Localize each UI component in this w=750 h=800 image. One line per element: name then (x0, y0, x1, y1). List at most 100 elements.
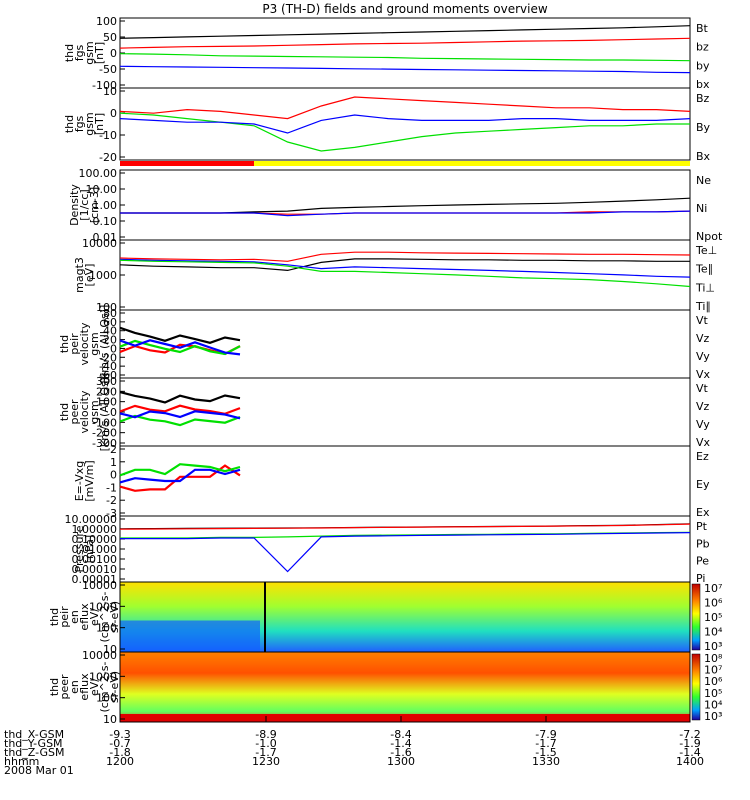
mode-bar-slow (120, 161, 254, 166)
legend-Te∥: Te∥ (695, 263, 713, 276)
y-axis-label: eV/ (88, 678, 101, 696)
y-tick-label: 100 (96, 396, 117, 409)
chart-title: P3 (TH-D) fields and ground moments over… (262, 2, 547, 16)
y-tick-label: -300 (92, 437, 117, 450)
legend-Vt: Vt (696, 382, 709, 395)
time-axis-label: hhmm (4, 755, 39, 768)
colorbar-tick-label: 10⁸ (704, 652, 723, 665)
y-axis-label: (cm^2-s- (98, 592, 111, 643)
legend-Ez: Ez (696, 450, 709, 463)
orbit-value: -7.9 (535, 728, 556, 741)
panel-frame (119, 169, 691, 241)
y-tick-label: -60 (99, 369, 117, 382)
y-tick-label: 100 (96, 15, 117, 28)
y-axis-label: [cm-3] (88, 187, 101, 223)
y-tick-label: -1 (106, 481, 117, 494)
spectrogram-low-energy (120, 714, 690, 722)
legend-bz: bz (696, 41, 709, 54)
legend-Pe: Pe (696, 555, 709, 568)
y-axis-label: thd (63, 115, 76, 133)
spectrogram-low-flux (120, 620, 260, 652)
mode-bar-fast (254, 161, 690, 166)
y-axis-label: sr-eV) (108, 601, 121, 633)
panel-frame (119, 87, 691, 161)
series-bx-line (119, 65, 691, 74)
orbit-value: -0.7 (109, 737, 130, 750)
orbit-value: -1.5 (535, 746, 556, 759)
legend-Ey: Ey (696, 478, 710, 491)
legend-Vy: Vy (696, 418, 710, 431)
panel-10: 10⁸10⁷10⁶10⁵10⁴10³10000100010010thdpeere… (48, 649, 723, 726)
colorbar-tick-label: 10³ (704, 710, 722, 723)
y-tick-label: 0.01 (93, 231, 118, 244)
y-axis-label: velocity (78, 390, 91, 433)
series-Ex-line (119, 468, 241, 484)
y-axis-label: peir (58, 606, 71, 628)
legend-Vz: Vz (696, 332, 710, 345)
orbit-value: -1.0 (255, 737, 276, 750)
series-Ti∥-line (119, 259, 691, 288)
y-tick-label: 10 (103, 713, 117, 726)
y-axis-label: gsm (88, 332, 101, 355)
orbit-value: -1.4 (679, 746, 700, 759)
colorbar-tick-label: 10⁴ (704, 698, 723, 711)
y-tick-label: 0.10000 (72, 533, 118, 546)
series-By-line (119, 112, 690, 152)
orbit-value: -1.7 (255, 746, 276, 759)
y-tick-label: 0.00001 (72, 573, 118, 586)
y-tick-label: 10 (103, 85, 117, 98)
series-Te⊥-line (119, 251, 691, 262)
y-tick-label: 0.10 (93, 215, 118, 228)
time-tick-label: 1200 (106, 755, 134, 768)
orbit-row-label: thd_Y-GSM (4, 737, 63, 750)
legend-Bz: Bz (696, 92, 710, 105)
series-Bt-line (119, 25, 691, 39)
legend-Pb: Pb (696, 537, 710, 550)
series-by-line (119, 53, 691, 62)
y-axis-label: thd (58, 335, 71, 353)
time-tick-label: 1300 (387, 755, 415, 768)
series-Vt-line (119, 391, 241, 404)
series-Bz-line (119, 96, 691, 120)
y-axis-label: (cm^2-s- (98, 662, 111, 713)
legend-Pi: Pi (696, 572, 705, 585)
y-axis-label: [eV] (83, 264, 96, 287)
y-tick-label: 1000 (89, 600, 117, 613)
y-tick-label: -3 (106, 507, 117, 520)
y-axis-label: en (68, 680, 81, 694)
time-tick-label: 1230 (252, 755, 280, 768)
y-tick-label: 20 (103, 334, 117, 347)
panel-frame (119, 309, 691, 379)
series-Te∥-line (119, 258, 690, 272)
y-tick-label: 40 (103, 325, 117, 338)
y-tick-label: 0 (110, 469, 117, 482)
y-axis-label: thd (63, 44, 76, 62)
y-tick-label: 0.00100 (72, 553, 118, 566)
legend-by: by (696, 59, 710, 72)
y-tick-label: -100 (92, 416, 117, 429)
legend-Ni: Ni (696, 202, 707, 215)
y-axis-label: [km/s (All Qs)] (98, 373, 111, 452)
y-tick-label: 100 (96, 692, 117, 705)
orbit-value: -9.3 (109, 728, 130, 741)
legend-bx: bx (696, 78, 710, 91)
y-tick-label: 60 (103, 316, 117, 329)
y-tick-label: 10.00 (86, 183, 118, 196)
y-tick-label: -20 (99, 351, 117, 364)
orbit-value: -8.4 (390, 728, 411, 741)
y-axis-label: peir (68, 333, 81, 355)
series-Pi-line (120, 532, 691, 573)
orbit-value: -8.9 (255, 728, 276, 741)
colorbar-tick-label: 10⁷ (704, 582, 722, 595)
legend-Bt: Bt (696, 22, 709, 35)
series-Vy-line (119, 339, 241, 356)
y-axis-label: gsm (83, 112, 96, 135)
y-axis-label: thd (48, 608, 61, 626)
legend-Ti⊥: Ti⊥ (695, 281, 715, 294)
y-tick-label: 2 (110, 443, 117, 456)
panel-frame (119, 239, 691, 311)
series-Pb-line (119, 523, 691, 530)
